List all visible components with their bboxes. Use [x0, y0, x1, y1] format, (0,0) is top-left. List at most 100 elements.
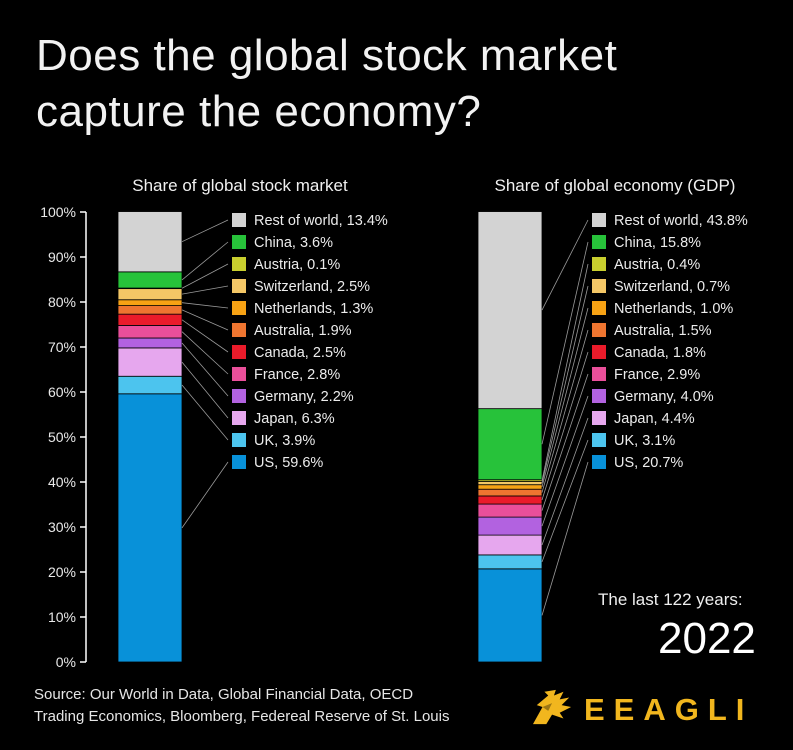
legend-swatch: [592, 257, 606, 271]
chart-title: Does the global stock market capture the…: [36, 31, 618, 136]
eagle-logo-icon: [532, 689, 572, 725]
legend-swatch: [232, 389, 246, 403]
legend-swatch: [592, 323, 606, 337]
bar-header: Share of global stock market: [132, 176, 348, 195]
legend-swatch: [592, 433, 606, 447]
legend-label: US, 20.7%: [614, 455, 683, 471]
leader-line: [181, 263, 229, 289]
bar-segment: [477, 516, 543, 536]
bar-segment: [117, 271, 183, 289]
leader-line: [181, 342, 229, 397]
leader-line: [181, 461, 229, 529]
leader-line: [541, 461, 589, 616]
leader-line: [541, 307, 589, 488]
bar-segment: [477, 554, 543, 570]
legend-label: US, 59.6%: [254, 455, 323, 471]
leader-line: [181, 302, 229, 309]
leader-line: [541, 373, 589, 511]
bar-segment: [477, 484, 543, 490]
legend-label: Canada, 2.5%: [254, 345, 346, 361]
legend-swatch: [232, 257, 246, 271]
bar-group-0: Share of global stock market Rest of worl…: [117, 176, 388, 663]
source-note: Source: Our World in Data, Global Financ…: [34, 684, 449, 728]
bar-segment: [117, 393, 183, 663]
legend-swatch: [232, 213, 246, 227]
legend-label: Netherlands, 1.0%: [614, 301, 733, 317]
legend-label: Austria, 0.4%: [614, 257, 700, 273]
legend-swatch: [592, 279, 606, 293]
bar-segment: [477, 481, 543, 486]
leader-line: [541, 329, 589, 493]
year-label: 2022: [658, 614, 756, 663]
leader-line: [541, 285, 589, 484]
legend-label: Germany, 2.2%: [254, 389, 354, 405]
leader-line: [541, 417, 589, 546]
legend-label: Rest of world, 13.4%: [254, 213, 388, 229]
legend-swatch: [592, 367, 606, 381]
legend-label: Austria, 0.1%: [254, 257, 340, 273]
legend-label: Japan, 6.3%: [254, 411, 335, 427]
year-caption: The last 122 years:: [598, 590, 743, 609]
bar-segment: [117, 288, 183, 301]
leader-line: [541, 241, 589, 445]
y-tick-label: 10%: [48, 609, 76, 625]
bar-segment: [477, 488, 543, 497]
legend-label: Netherlands, 1.3%: [254, 301, 373, 317]
legend-label: Canada, 1.8%: [614, 345, 706, 361]
leader-line: [541, 395, 589, 527]
y-tick-label: 50%: [48, 429, 76, 445]
legend-swatch: [592, 455, 606, 469]
bar-segment: [117, 375, 183, 395]
legend-swatch: [592, 213, 606, 227]
legend-label: UK, 3.1%: [614, 433, 675, 449]
legend-swatch: [232, 345, 246, 359]
y-tick-label: 70%: [48, 339, 76, 355]
bar-segment: [477, 408, 543, 481]
leader-line: [181, 319, 229, 353]
legend-label: Rest of world, 43.8%: [614, 213, 748, 229]
bar-segment: [117, 337, 183, 349]
bar-segment: [117, 305, 183, 315]
leader-line: [181, 219, 229, 243]
source-line-1: Source: Our World in Data, Global Financ…: [34, 686, 414, 703]
legend-label: China, 15.8%: [614, 235, 701, 251]
legend-label: France, 2.9%: [614, 367, 700, 383]
y-tick-label: 30%: [48, 519, 76, 535]
leader-line: [541, 439, 589, 563]
legend-swatch: [232, 279, 246, 293]
leader-line: [181, 384, 229, 441]
legend-swatch: [592, 411, 606, 425]
leader-line: [181, 331, 229, 375]
legend-swatch: [232, 301, 246, 315]
bar-header: Share of global economy (GDP): [495, 176, 736, 195]
legend-swatch: [592, 345, 606, 359]
legend-swatch: [232, 411, 246, 425]
legend-label: France, 2.8%: [254, 367, 340, 383]
legend-label: Germany, 4.0%: [614, 389, 714, 405]
bar-segment: [477, 503, 543, 518]
legend-swatch: [592, 389, 606, 403]
brand-name: EEAGLI: [584, 692, 754, 727]
legend-swatch: [232, 367, 246, 381]
leader-line: [181, 285, 229, 295]
legend-swatch: [232, 433, 246, 447]
bar-segment: [477, 568, 543, 663]
legend-swatch: [592, 301, 606, 315]
bar-segment: [117, 347, 183, 377]
legend-label: China, 3.6%: [254, 235, 333, 251]
legend-label: UK, 3.9%: [254, 433, 315, 449]
bar-segment: [117, 299, 183, 306]
y-tick-label: 90%: [48, 249, 76, 265]
legend-swatch: [232, 235, 246, 249]
leader-line: [541, 219, 589, 311]
y-tick-label: 40%: [48, 474, 76, 490]
bar-group-1: Share of global economy (GDP) Rest of wor…: [477, 176, 748, 663]
bar-segment: [477, 495, 543, 505]
legend-swatch: [232, 323, 246, 337]
legend-label: Australia, 1.9%: [254, 323, 352, 339]
legend-swatch: [592, 235, 606, 249]
y-tick-label: 0%: [56, 654, 76, 670]
leader-line: [181, 309, 229, 331]
legend-label: Australia, 1.5%: [614, 323, 712, 339]
leader-line: [181, 361, 229, 419]
